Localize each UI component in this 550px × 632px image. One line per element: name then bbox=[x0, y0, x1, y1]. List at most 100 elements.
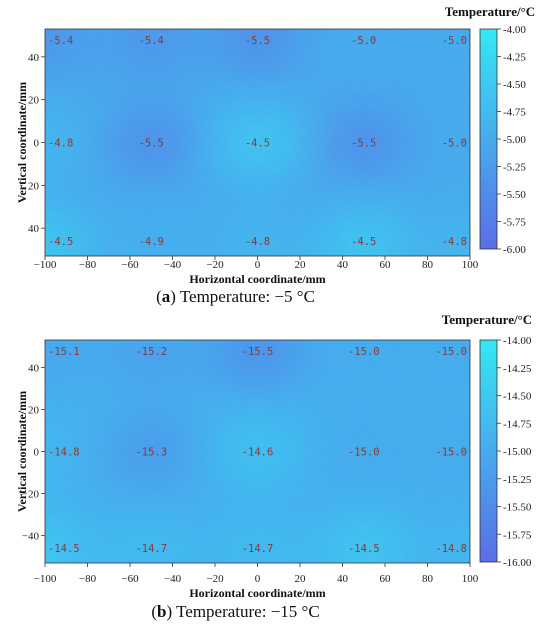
data-label-14: -14.8 bbox=[435, 543, 467, 555]
colorbar-tick-label: -5.00 bbox=[503, 134, 526, 146]
heatmap-cell-9 bbox=[424, 417, 470, 486]
heatmap-cell-11 bbox=[105, 211, 198, 256]
colorbar-tick-label: -5.25 bbox=[503, 162, 526, 174]
y-tick-label: 40 bbox=[28, 362, 40, 374]
heatmap-cell-0 bbox=[45, 29, 91, 74]
y-axis-title: Vertical coordinate/mm bbox=[15, 391, 29, 512]
x-tick-label: 20 bbox=[295, 259, 307, 271]
caption-prefix: ( bbox=[156, 287, 162, 306]
x-tick-label: −20 bbox=[206, 259, 224, 271]
data-label-5: -4.8 bbox=[48, 138, 73, 150]
caption-letter: a bbox=[162, 287, 171, 306]
caption-text: ) Temperature: −15 °C bbox=[166, 602, 319, 621]
data-label-13: -4.5 bbox=[351, 236, 376, 248]
x-tick-label: 40 bbox=[337, 259, 349, 271]
colorbar-tick-label: -15.75 bbox=[503, 529, 532, 541]
colorbar-tick-label: -6.00 bbox=[503, 244, 526, 256]
colorbar-title: Temperature/°C bbox=[442, 312, 532, 327]
x-tick-label: 60 bbox=[380, 573, 392, 585]
heatmap-cell-14 bbox=[424, 518, 470, 563]
colorbar-tick-label: -14.75 bbox=[503, 418, 532, 430]
x-tick-label: −60 bbox=[121, 573, 139, 585]
colorbar-tick-label: -4.75 bbox=[503, 107, 526, 119]
heatmap-cell-8 bbox=[317, 108, 410, 177]
colorbar-tick-label: -15.50 bbox=[503, 502, 532, 514]
heatmap-cell-13 bbox=[317, 211, 410, 256]
heatmap-cell-12 bbox=[211, 518, 304, 563]
data-label-9: -5.0 bbox=[442, 138, 467, 150]
data-label-6: -15.3 bbox=[135, 447, 167, 459]
colorbar-tick-label: -16.00 bbox=[503, 557, 532, 569]
x-tick-label: 100 bbox=[462, 259, 479, 271]
heatmap-cell-13 bbox=[317, 518, 410, 563]
colorbar bbox=[479, 28, 498, 250]
x-tick-label: 40 bbox=[337, 573, 349, 585]
heatmap-cell-11 bbox=[105, 518, 198, 563]
heatmap-cell-5 bbox=[45, 108, 91, 177]
data-label-3: -5.0 bbox=[351, 35, 376, 47]
y-tick-label: 0 bbox=[34, 447, 40, 459]
heatmap-cell-4 bbox=[424, 29, 470, 74]
y-tick-label: 0 bbox=[34, 138, 40, 150]
colorbar-tick-label: -14.25 bbox=[503, 363, 532, 375]
heatmap-cell-2 bbox=[211, 340, 304, 385]
colorbar-tick-label: -14.00 bbox=[503, 335, 532, 347]
heatmap-cell-3 bbox=[317, 340, 410, 385]
heatmap-cell-10 bbox=[45, 211, 91, 256]
colorbar-tick-label: -15.25 bbox=[503, 474, 532, 486]
heatmap-cell-1 bbox=[105, 29, 198, 74]
heatmap-cell-2 bbox=[211, 29, 304, 74]
x-tick-label: −100 bbox=[34, 573, 57, 585]
x-tick-label: −40 bbox=[164, 573, 182, 585]
y-tick-label: −20 bbox=[22, 489, 40, 501]
y-axis-title: Vertical coordinate/mm bbox=[15, 82, 29, 203]
x-tick-label: −60 bbox=[121, 259, 139, 271]
x-tick-label: −40 bbox=[164, 259, 182, 271]
data-label-3: -15.0 bbox=[348, 346, 380, 358]
heatmap-cell-6 bbox=[105, 417, 198, 486]
data-label-2: -15.5 bbox=[242, 346, 274, 358]
data-label-7: -4.5 bbox=[245, 138, 270, 150]
heatmap-cell-5 bbox=[45, 417, 91, 486]
heatmap-field bbox=[45, 340, 470, 563]
figure-caption: (b) Temperature: −15 °C bbox=[151, 602, 319, 621]
x-tick-label: −80 bbox=[79, 573, 97, 585]
y-tick-label: 40 bbox=[28, 223, 40, 235]
heatmap-cell-6 bbox=[105, 108, 198, 177]
data-label-13: -14.5 bbox=[348, 543, 380, 555]
data-label-8: -15.0 bbox=[348, 447, 380, 459]
heatmap-cell-12 bbox=[211, 211, 304, 256]
heatmap-cell-0 bbox=[45, 340, 91, 385]
data-label-5: -14.8 bbox=[48, 447, 80, 459]
data-label-14: -4.8 bbox=[442, 236, 467, 248]
colorbar-tick-label: -5.50 bbox=[503, 189, 526, 201]
y-tick-label: 40 bbox=[28, 52, 40, 64]
x-tick-label: 20 bbox=[295, 573, 307, 585]
data-label-8: -5.5 bbox=[351, 138, 376, 150]
colorbar-tick-label: -15.00 bbox=[503, 446, 532, 458]
data-label-4: -5.0 bbox=[442, 35, 467, 47]
data-label-1: -15.2 bbox=[135, 346, 167, 358]
heatmap-cell-7 bbox=[211, 417, 304, 486]
x-tick-label: 60 bbox=[380, 259, 392, 271]
y-tick-label: 20 bbox=[28, 180, 40, 192]
heatmap-cell-14 bbox=[424, 211, 470, 256]
colorbar-tick-label: -4.25 bbox=[503, 52, 526, 64]
heatmap-cell-9 bbox=[424, 108, 470, 177]
colorbar-tick-label: -5.75 bbox=[503, 217, 526, 229]
data-label-10: -4.5 bbox=[48, 236, 73, 248]
y-tick-label: 20 bbox=[28, 404, 40, 416]
data-label-2: -5.5 bbox=[245, 35, 270, 47]
heatmap-cell-1 bbox=[105, 340, 198, 385]
figure-caption: (a) Temperature: −5 °C bbox=[156, 287, 315, 306]
x-tick-label: −80 bbox=[79, 259, 97, 271]
colorbar-tick-label: -14.50 bbox=[503, 391, 532, 403]
data-label-7: -14.6 bbox=[242, 447, 274, 459]
colorbar-tick-label: -4.00 bbox=[503, 24, 526, 36]
heatmap-cell-4 bbox=[424, 340, 470, 385]
colorbar-tick-label: -4.50 bbox=[503, 79, 526, 91]
x-tick-label: 0 bbox=[255, 259, 261, 271]
heatmap-field bbox=[45, 29, 470, 256]
x-tick-label: 100 bbox=[462, 573, 479, 585]
